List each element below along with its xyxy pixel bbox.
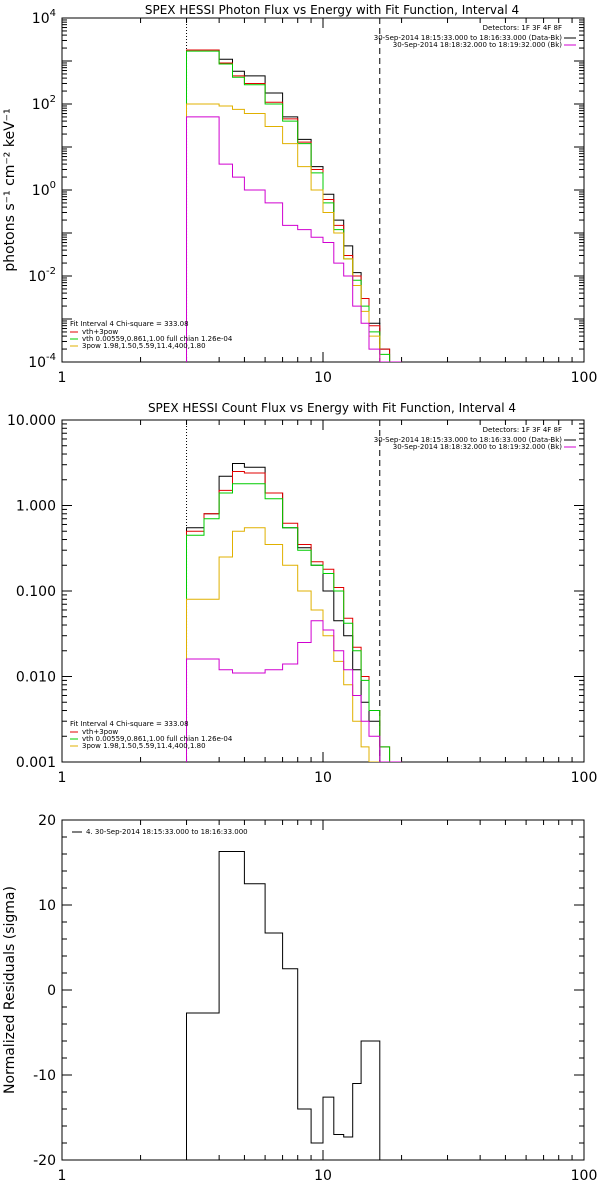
series-group bbox=[186, 49, 402, 362]
y-tick-label: 1.000 bbox=[16, 499, 56, 515]
y-tick-label: 20 bbox=[38, 813, 56, 829]
legend-detectors: Detectors: 1F 3F 4F 8F bbox=[483, 24, 562, 32]
x-tick-label: 10 bbox=[314, 770, 332, 786]
y-tick-label: 10-4 bbox=[28, 352, 56, 371]
y-tick-label: 10-2 bbox=[28, 266, 56, 285]
x-tick-label: 100 bbox=[571, 1168, 598, 1184]
y-tick-label: 104 bbox=[32, 8, 56, 27]
legend-fit-label: vth 0.00559,0.861,1.00 full chian 1.26e-… bbox=[82, 335, 233, 343]
x-tick-label: 100 bbox=[571, 370, 598, 386]
y-axis-label: Normalized Residuals (sigma) bbox=[2, 886, 18, 1094]
count-flux-title: SPEX HESSI Count Flux vs Energy with Fit… bbox=[148, 401, 516, 415]
y-tick-label: 0.001 bbox=[16, 755, 56, 771]
series-line-4 bbox=[186, 116, 402, 362]
x-tick-label: 100 bbox=[571, 770, 598, 786]
legend-time-label: 30-Sep-2014 18:15:33.000 to 18:16:33.000… bbox=[374, 34, 563, 42]
y-tick-label: 10.000 bbox=[7, 413, 56, 429]
legend-fit-label: vth+3pow bbox=[82, 728, 118, 736]
series-line-3 bbox=[186, 527, 402, 762]
legend-time-label: 30-Sep-2014 18:18:32.000 to 18:19:32.000… bbox=[393, 443, 563, 451]
legend-fit-label: vth 0.00559,0.861,1.00 full chian 1.26e-… bbox=[82, 735, 233, 743]
series-line-3 bbox=[186, 103, 402, 362]
legend-fit-label: vth+3pow bbox=[82, 328, 118, 336]
y-tick-label: -10 bbox=[33, 1068, 56, 1084]
y-tick-label: 0 bbox=[47, 983, 56, 999]
x-tick-label: 10 bbox=[314, 1168, 332, 1184]
y-tick-label: 100 bbox=[32, 180, 56, 199]
series-line-0 bbox=[186, 851, 381, 1160]
photon-flux-panel: SPEX HESSI Photon Flux vs Energy with Fi… bbox=[2, 3, 597, 386]
x-tick-label: 1 bbox=[58, 370, 67, 386]
y-tick-label: 0.010 bbox=[16, 670, 56, 686]
x-tick-label: 1 bbox=[58, 1168, 67, 1184]
legend-time-label: 30-Sep-2014 18:18:32.000 to 18:19:32.000… bbox=[393, 41, 563, 49]
series-group bbox=[186, 463, 402, 762]
legend-time-label: 30-Sep-2014 18:15:33.000 to 18:16:33.000… bbox=[374, 436, 563, 444]
series-line-4 bbox=[186, 620, 402, 762]
y-tick-label: 0.100 bbox=[16, 584, 56, 600]
y-tick-label: 10 bbox=[38, 898, 56, 914]
legend-fit-label: 3pow 1.98,1.50,5.59,11.4,400,1.80 bbox=[82, 342, 206, 350]
legend-fit-header: Fit Interval 4 Chi-square = 333.08 bbox=[70, 320, 189, 328]
legend-fit-label: 3pow 1.98,1.50,5.59,11.4,400,1.80 bbox=[82, 742, 206, 750]
legend-interval-label: 4. 30-Sep-2014 18:15:33.000 to 18:16:33.… bbox=[86, 828, 248, 836]
x-tick-label: 1 bbox=[58, 770, 67, 786]
residuals-panel: 1 10 100 -20 -10 0 10 20 Normalized Residuals (s… bbox=[2, 813, 597, 1184]
photon-flux-title: SPEX HESSI Photon Flux vs Energy with Fi… bbox=[145, 3, 519, 17]
x-tick-label: 10 bbox=[314, 370, 332, 386]
series-group bbox=[186, 851, 381, 1160]
y-axis-label: photons s⁻¹ cm⁻² keV⁻¹ bbox=[2, 108, 18, 271]
y-tick-label: -20 bbox=[33, 1153, 56, 1169]
y-tick-label: 102 bbox=[32, 94, 56, 113]
series-line-2 bbox=[186, 483, 402, 762]
count-flux-panel: SPEX HESSI Count Flux vs Energy with Fit… bbox=[7, 401, 597, 786]
legend-detectors: Detectors: 1F 3F 4F 8F bbox=[483, 426, 562, 434]
legend-fit-header: Fit Interval 4 Chi-square = 333.08 bbox=[70, 720, 189, 728]
